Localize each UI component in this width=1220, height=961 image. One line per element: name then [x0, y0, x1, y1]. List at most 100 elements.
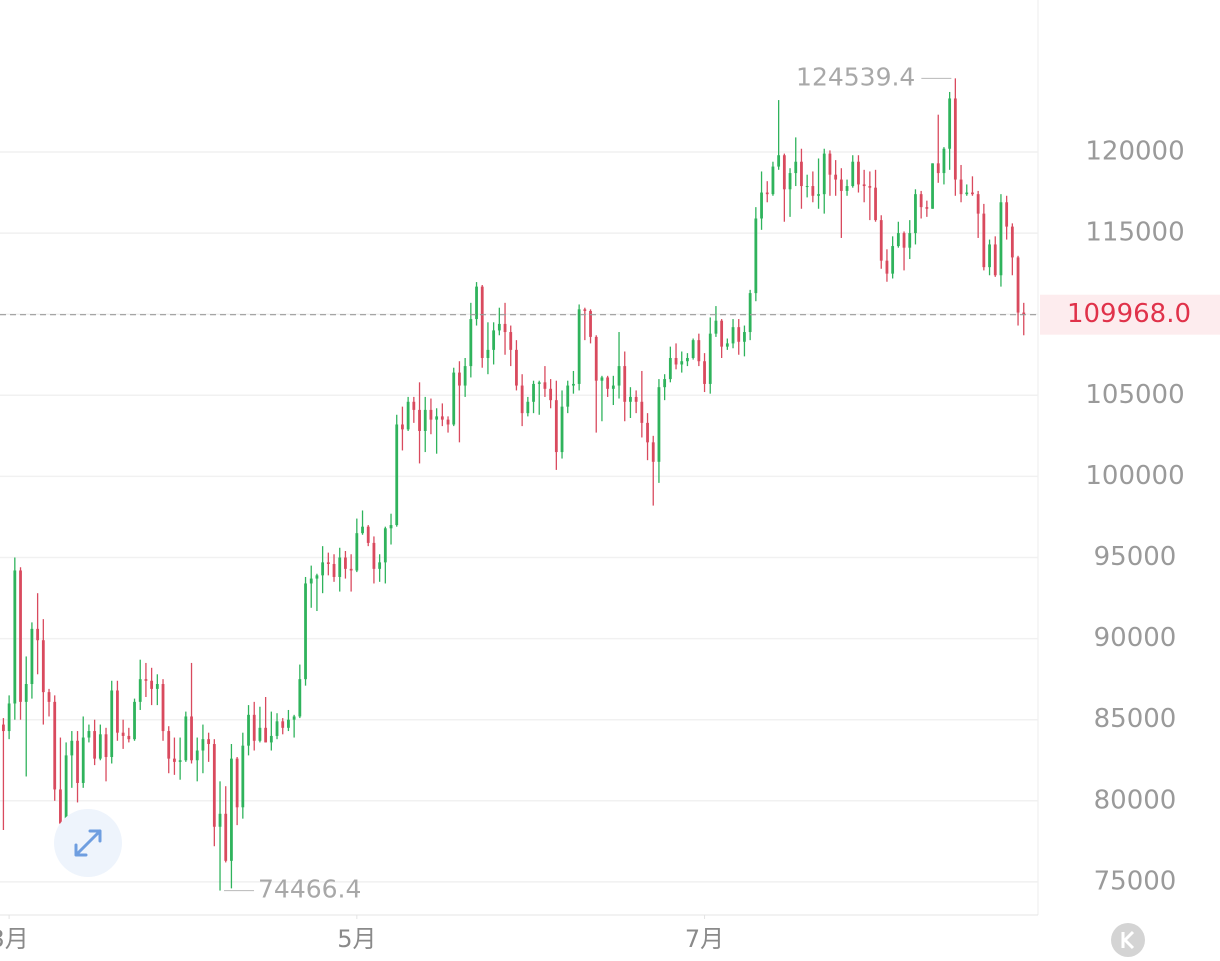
candle-body: [19, 570, 22, 702]
last-price-label: 109968.0: [1067, 299, 1191, 329]
candle-body: [338, 557, 342, 577]
candle-body: [2, 724, 5, 732]
candle-body: [429, 409, 433, 420]
candle-body: [828, 153, 832, 175]
candle-body: [121, 732, 125, 736]
candle-body: [173, 758, 176, 762]
candle-body: [572, 383, 575, 386]
candle-body: [155, 684, 159, 689]
x-tick-label: 7月: [685, 925, 724, 953]
candle-body: [948, 98, 952, 149]
x-tick-label: 5月: [337, 925, 376, 953]
candle-body: [896, 233, 900, 247]
candle-body: [725, 343, 729, 347]
candle-body: [640, 401, 644, 423]
candle-body: [817, 194, 820, 196]
candle-body: [110, 690, 114, 758]
candle-body: [651, 442, 655, 462]
candle-body: [532, 383, 535, 402]
candle-body: [965, 192, 969, 195]
candle-body: [87, 731, 91, 738]
candle-body: [412, 401, 416, 410]
y-tick-label: 105000: [1085, 380, 1184, 410]
candle-body: [47, 692, 51, 702]
candle-body: [344, 557, 347, 569]
candle-body: [13, 570, 17, 704]
candle-body: [423, 409, 427, 431]
candle-body: [463, 366, 467, 386]
candle-body: [589, 310, 592, 337]
candle-body: [777, 155, 781, 167]
candle-body: [418, 409, 421, 431]
candle-body: [862, 184, 866, 187]
candle-body: [748, 293, 752, 333]
candle-body: [230, 758, 233, 861]
y-tick-label: 90000: [1094, 623, 1177, 653]
candle-body: [566, 385, 570, 407]
candle-body: [469, 319, 473, 367]
candle-body: [663, 379, 667, 388]
candle-body: [36, 628, 40, 641]
candle-body: [446, 419, 450, 425]
candle-body: [925, 207, 929, 209]
candle-body: [269, 735, 273, 743]
candle-body: [161, 684, 165, 732]
candle-body: [931, 163, 934, 209]
candle-body: [207, 739, 211, 745]
candle-body: [845, 186, 849, 191]
candle-body: [936, 163, 940, 174]
candle-body: [492, 330, 496, 350]
candle-body: [41, 640, 45, 693]
candle-body: [378, 562, 382, 569]
candle-body: [611, 385, 615, 389]
candle-body: [1005, 202, 1009, 227]
candle-body: [720, 320, 724, 347]
candle-body: [674, 357, 678, 365]
candle-body: [543, 382, 547, 389]
candle-body: [281, 721, 285, 728]
candle-body: [389, 525, 393, 529]
candle-body: [355, 533, 359, 571]
candle-body: [133, 701, 136, 740]
candle-body: [594, 336, 598, 381]
candle-body: [731, 327, 735, 344]
candle-body: [241, 745, 245, 808]
candle-body: [475, 286, 478, 320]
candle-body: [834, 174, 838, 180]
candle-body: [520, 385, 524, 414]
candle-body: [976, 194, 980, 214]
candle-body: [1010, 226, 1014, 258]
k-button[interactable]: [1111, 923, 1145, 957]
candle-body: [104, 734, 108, 758]
candle-body: [98, 734, 102, 759]
candle-body: [349, 568, 353, 571]
candles: [2, 78, 1026, 891]
candle-body: [70, 740, 74, 756]
candle-body: [30, 628, 34, 685]
expand-button[interactable]: [54, 809, 122, 877]
candle-body: [760, 192, 763, 219]
candle-body: [366, 526, 370, 543]
y-tick-label: 115000: [1085, 218, 1184, 248]
max-annotation: 124539.4: [796, 62, 915, 91]
candle-body: [754, 218, 758, 294]
candle-body: [800, 161, 803, 187]
candle-body: [435, 416, 439, 420]
candle-body: [839, 179, 843, 191]
grid: [0, 151, 1038, 919]
candle-body: [64, 755, 68, 824]
candle-body: [440, 416, 444, 420]
candle-body: [503, 323, 507, 333]
candle-body: [138, 679, 142, 702]
candle-body: [971, 192, 974, 195]
candle-body: [560, 406, 564, 453]
candle-body: [218, 813, 222, 827]
candle-body: [708, 333, 712, 384]
candle-body: [252, 714, 256, 741]
candle-body: [81, 737, 85, 783]
candle-body: [195, 750, 199, 761]
candle-body: [127, 735, 131, 740]
candle-body: [617, 366, 621, 386]
candle-body: [657, 387, 661, 462]
candle-body: [902, 233, 906, 248]
